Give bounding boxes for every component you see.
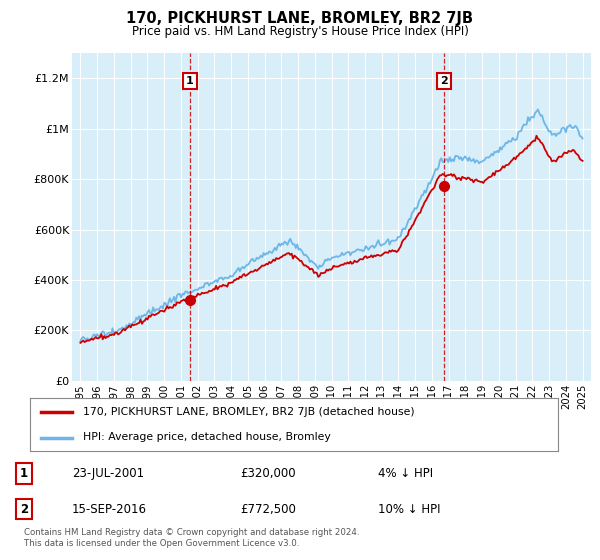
- Text: 2: 2: [440, 76, 448, 86]
- Text: HPI: Average price, detached house, Bromley: HPI: Average price, detached house, Brom…: [83, 432, 331, 442]
- Text: Contains HM Land Registry data © Crown copyright and database right 2024.
This d: Contains HM Land Registry data © Crown c…: [24, 528, 359, 548]
- Text: 1: 1: [20, 467, 28, 480]
- Text: 170, PICKHURST LANE, BROMLEY, BR2 7JB (detached house): 170, PICKHURST LANE, BROMLEY, BR2 7JB (d…: [83, 408, 415, 418]
- Text: Price paid vs. HM Land Registry's House Price Index (HPI): Price paid vs. HM Land Registry's House …: [131, 25, 469, 38]
- Text: 10% ↓ HPI: 10% ↓ HPI: [378, 503, 440, 516]
- Text: £320,000: £320,000: [240, 467, 296, 480]
- Text: 23-JUL-2001: 23-JUL-2001: [72, 467, 144, 480]
- Text: 170, PICKHURST LANE, BROMLEY, BR2 7JB: 170, PICKHURST LANE, BROMLEY, BR2 7JB: [127, 11, 473, 26]
- Text: 15-SEP-2016: 15-SEP-2016: [72, 503, 147, 516]
- Text: 4% ↓ HPI: 4% ↓ HPI: [378, 467, 433, 480]
- Text: £772,500: £772,500: [240, 503, 296, 516]
- Text: 1: 1: [186, 76, 194, 86]
- Text: 2: 2: [20, 503, 28, 516]
